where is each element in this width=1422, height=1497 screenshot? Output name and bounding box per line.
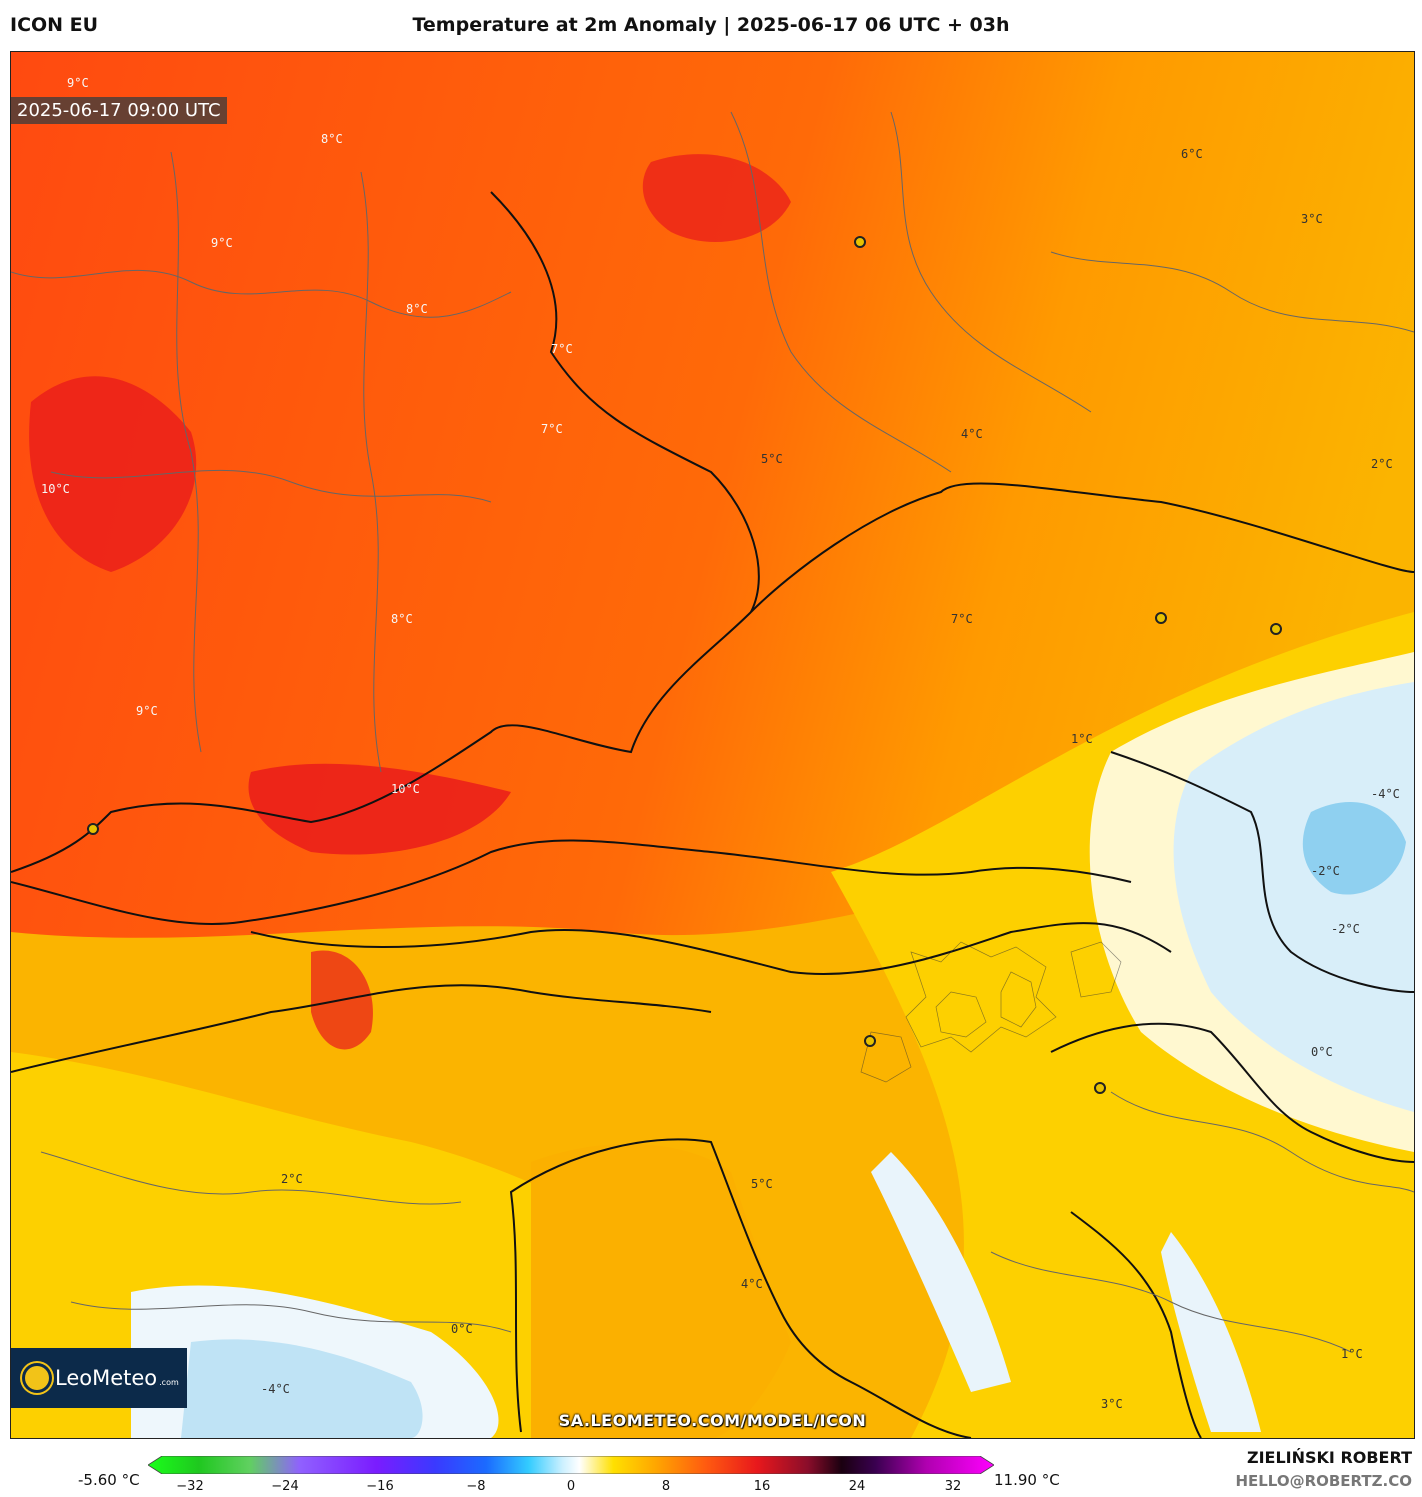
contour-label: 3°C — [1301, 212, 1323, 226]
colorbar-tick: −32 — [176, 1479, 204, 1494]
zone-pale-adriatic-coast — [871, 1152, 1011, 1392]
zone-cold-east — [1302, 802, 1406, 895]
contour-label: 9°C — [211, 236, 233, 250]
contour-label: -2°C — [1331, 922, 1360, 936]
contour-label: 0°C — [1311, 1045, 1333, 1059]
contour-label: 3°C — [1101, 1397, 1123, 1411]
colorbar-tick: 8 — [661, 1479, 671, 1494]
author-email[interactable]: HELLO@ROBERTZ.CO — [1235, 1472, 1412, 1490]
colorbar-tick: 0 — [566, 1479, 576, 1494]
contour-label: 5°C — [761, 452, 783, 466]
hotspot-alps-north — [248, 763, 511, 855]
contour-label: -2°C — [1311, 864, 1340, 878]
colorbar-tick: −24 — [271, 1479, 299, 1494]
city-marker — [864, 1035, 876, 1047]
leometeo-logo[interactable]: LeoMeteo .com — [11, 1348, 187, 1408]
colorbar-tick: 32 — [944, 1479, 962, 1494]
model-name: ICON EU — [10, 14, 99, 36]
city-marker — [1094, 1082, 1106, 1094]
region-borders — [11, 111, 1414, 1353]
contour-label: -4°C — [261, 1382, 290, 1396]
colorbar-tick: −16 — [366, 1479, 394, 1494]
contour-label: 7°C — [551, 342, 573, 356]
temperature-anomaly-map: 2025-06-17 09:00 UTC 9°C 8°C 9°C 8°C 10°… — [10, 51, 1415, 1439]
country-borders — [11, 191, 1414, 1438]
contour-label: 10°C — [391, 782, 420, 796]
contour-label: 8°C — [321, 132, 343, 146]
colorbar-min-label: -5.60 °C — [78, 1471, 140, 1489]
contour-label: 1°C — [1071, 732, 1093, 746]
colorbar-tick: 24 — [848, 1479, 866, 1494]
city-marker — [1270, 623, 1282, 635]
contour-label: 4°C — [961, 427, 983, 441]
author-name: ZIELIŃSKI ROBERT — [1246, 1448, 1412, 1467]
contour-label: 1°C — [1341, 1347, 1363, 1361]
sun-icon — [25, 1366, 49, 1390]
admin-districts — [860, 941, 1122, 1083]
colorbar-tick: −8 — [466, 1479, 486, 1494]
zone-cool-southwest — [181, 1339, 423, 1438]
contour-label: 9°C — [136, 704, 158, 718]
contour-label: 7°C — [951, 612, 973, 626]
hotspot-west — [29, 376, 197, 572]
contour-label: 2°C — [1371, 457, 1393, 471]
contour-label: -4°C — [1371, 787, 1400, 801]
colorbar-tick: 16 — [753, 1479, 771, 1494]
contour-label: 7°C — [541, 422, 563, 436]
contour-label: 8°C — [391, 612, 413, 626]
source-url[interactable]: SA.LEOMETEO.COM/MODEL/ICON — [558, 1411, 867, 1430]
contour-label: 10°C — [41, 482, 70, 496]
hotspot-north — [642, 154, 791, 242]
city-marker — [87, 823, 99, 835]
contour-label: 5°C — [751, 1177, 773, 1191]
contour-label: 0°C — [451, 1322, 473, 1336]
chart-title: Temperature at 2m Anomaly | 2025-06-17 0… — [412, 14, 1010, 36]
valid-time-badge: 2025-06-17 09:00 UTC — [11, 97, 227, 124]
zone-pale-balkans — [1161, 1232, 1261, 1432]
contour-label: 4°C — [741, 1277, 763, 1291]
city-marker — [1155, 612, 1167, 624]
contour-label: 2°C — [281, 1172, 303, 1186]
logo-name: LeoMeteo — [55, 1366, 158, 1390]
zone-cool-east — [1173, 682, 1414, 1112]
adriatic-sea — [531, 1143, 791, 1438]
city-marker — [854, 236, 866, 248]
map-field — [11, 52, 1414, 1438]
colorbar-max-label: 11.90 °C — [994, 1471, 1060, 1489]
contour-label: 9°C — [67, 76, 89, 90]
contour-label: 8°C — [406, 302, 428, 316]
colorbar — [148, 1456, 994, 1474]
contour-label: 6°C — [1181, 147, 1203, 161]
logo-suffix: .com — [159, 1377, 179, 1387]
